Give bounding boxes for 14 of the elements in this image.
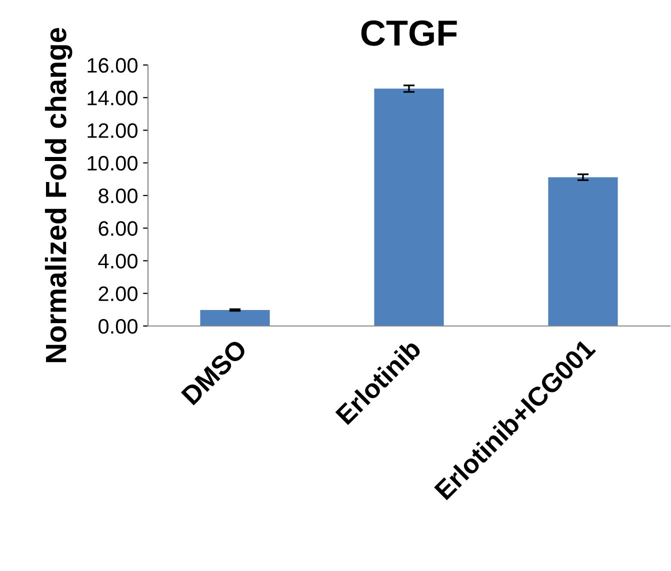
chart-title: CTGF xyxy=(361,20,457,46)
y-tick-label: 2.00 xyxy=(98,286,138,302)
y-tick-label: 16.00 xyxy=(88,58,138,73)
y-tick-label: 0.00 xyxy=(98,319,138,334)
y-tick-label: 8.00 xyxy=(98,188,138,204)
bar xyxy=(548,177,618,326)
y-tick-label: 12.00 xyxy=(88,123,138,138)
y-tick-label: 4.00 xyxy=(98,254,138,269)
bar xyxy=(374,88,444,326)
y-tick-label: 14.00 xyxy=(88,90,138,106)
bar xyxy=(200,310,270,326)
y-tick-label: 6.00 xyxy=(98,221,138,236)
y-axis-title: Normalized Fold change xyxy=(44,28,72,362)
y-tick-label: 10.00 xyxy=(88,156,138,171)
